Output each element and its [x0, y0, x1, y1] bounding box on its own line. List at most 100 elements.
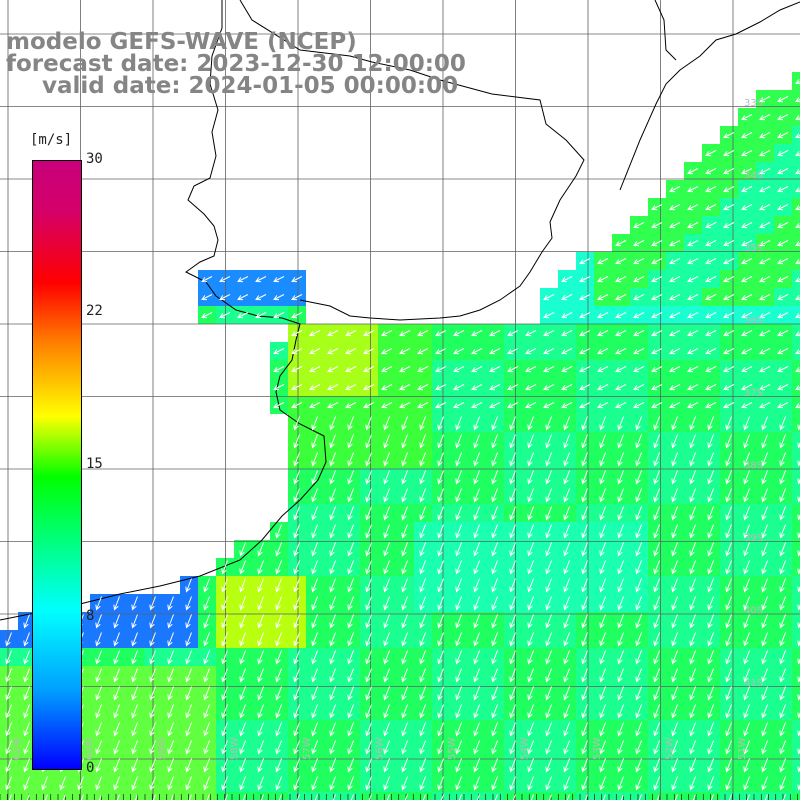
wind-arrow: [795, 187, 800, 193]
wind-arrow: [383, 542, 390, 557]
wind-arrow: [653, 542, 660, 557]
wind-cell: [684, 792, 702, 800]
wind-arrow: [615, 312, 627, 319]
wind-cell: [792, 216, 800, 234]
wind-arrow: [635, 650, 642, 665]
wind-arrow: [113, 722, 120, 737]
wind-arrow: [795, 295, 800, 301]
wind-arrow: [257, 686, 264, 701]
wind-arrow: [291, 330, 303, 337]
wind-arrow: [705, 312, 717, 319]
wind-arrow: [347, 542, 354, 557]
wind-arrow: [561, 402, 573, 409]
wind-arrow: [149, 740, 156, 755]
wind-arrow: [741, 294, 753, 301]
wind-arrow: [615, 330, 627, 337]
wind-arrow: [471, 384, 483, 391]
wind-arrow: [705, 150, 717, 157]
wind-arrow: [329, 452, 336, 467]
wind-arrow: [167, 614, 174, 629]
wind-arrow: [617, 686, 624, 701]
wind-arrow: [581, 452, 588, 467]
wind-arrow: [707, 614, 714, 629]
wind-arrow: [509, 704, 516, 719]
wind-arrow: [149, 632, 156, 647]
wind-arrow: [599, 686, 606, 701]
wind-arrow: [329, 470, 336, 485]
wind-arrow: [797, 676, 800, 683]
wind-arrow: [617, 704, 624, 719]
wind-arrow: [401, 632, 408, 647]
wind-arrow: [399, 384, 411, 391]
wind-arrow: [723, 402, 735, 409]
wind-arrow: [5, 632, 12, 647]
wind-arrow: [23, 704, 30, 719]
wind-speed-field: [0, 72, 800, 800]
wind-arrow: [653, 614, 660, 629]
wind-arrow: [777, 330, 789, 337]
wind-cell: [792, 198, 800, 216]
wind-arrow: [329, 596, 336, 611]
wind-arrow: [365, 632, 372, 647]
wind-arrow: [545, 488, 552, 503]
wind-arrow: [653, 416, 660, 431]
wind-arrow: [329, 650, 336, 665]
wind-arrow: [743, 776, 750, 791]
wind-arrow: [759, 222, 771, 229]
wind-arrow: [311, 704, 318, 719]
wind-arrow: [777, 240, 789, 247]
wind-arrow: [131, 704, 138, 719]
wind-arrow: [491, 542, 498, 557]
wind-arrow: [275, 704, 282, 719]
wind-arrow: [563, 542, 570, 557]
wind-arrow: [671, 722, 678, 737]
wind-arrow: [653, 776, 660, 791]
wind-arrow: [419, 488, 426, 503]
wind-arrow: [203, 704, 210, 719]
wind-arrow: [563, 758, 570, 773]
wind-arrow: [653, 560, 660, 575]
wind-cell: [198, 792, 216, 800]
wind-cell: [360, 792, 378, 800]
wind-arrow: [381, 402, 393, 409]
wind-arrow: [543, 348, 555, 355]
wind-arrow: [509, 596, 516, 611]
wind-arrow: [401, 542, 408, 557]
wind-arrow: [383, 776, 390, 791]
wind-arrow: [383, 740, 390, 755]
wind-arrow: [219, 294, 231, 301]
wind-arrow: [705, 186, 717, 193]
wind-arrow: [795, 205, 800, 211]
wind-arrow: [599, 632, 606, 647]
wind-arrow: [363, 402, 375, 409]
wind-arrow: [743, 596, 750, 611]
wind-arrow: [561, 348, 573, 355]
wind-arrow: [561, 276, 573, 283]
wind-arrow: [653, 596, 660, 611]
wind-arrow: [347, 758, 354, 773]
wind-arrow: [741, 276, 753, 283]
wind-arrow: [581, 470, 588, 485]
longitude-label: 61W: [12, 737, 23, 760]
wind-arrow: [401, 452, 408, 467]
wind-arrow: [437, 632, 444, 647]
wind-arrow: [167, 776, 174, 791]
wind-arrow: [399, 366, 411, 373]
wind-arrow: [419, 596, 426, 611]
wind-arrow: [201, 312, 213, 319]
wind-arrow: [779, 704, 786, 719]
wind-arrow: [221, 776, 228, 791]
wind-arrow: [795, 169, 800, 175]
wind-arrow: [561, 294, 573, 301]
colorbar-unit: [m/s]: [30, 132, 73, 148]
wind-arrow: [797, 514, 800, 521]
wind-arrow: [671, 632, 678, 647]
wind-arrow: [707, 686, 714, 701]
wind-cell: [306, 792, 324, 800]
wind-arrow: [95, 740, 102, 755]
wind-arrow: [527, 488, 534, 503]
wind-arrow: [381, 366, 393, 373]
wind-arrow: [473, 722, 480, 737]
wind-arrow: [617, 578, 624, 593]
wind-arrow: [764, 794, 768, 800]
